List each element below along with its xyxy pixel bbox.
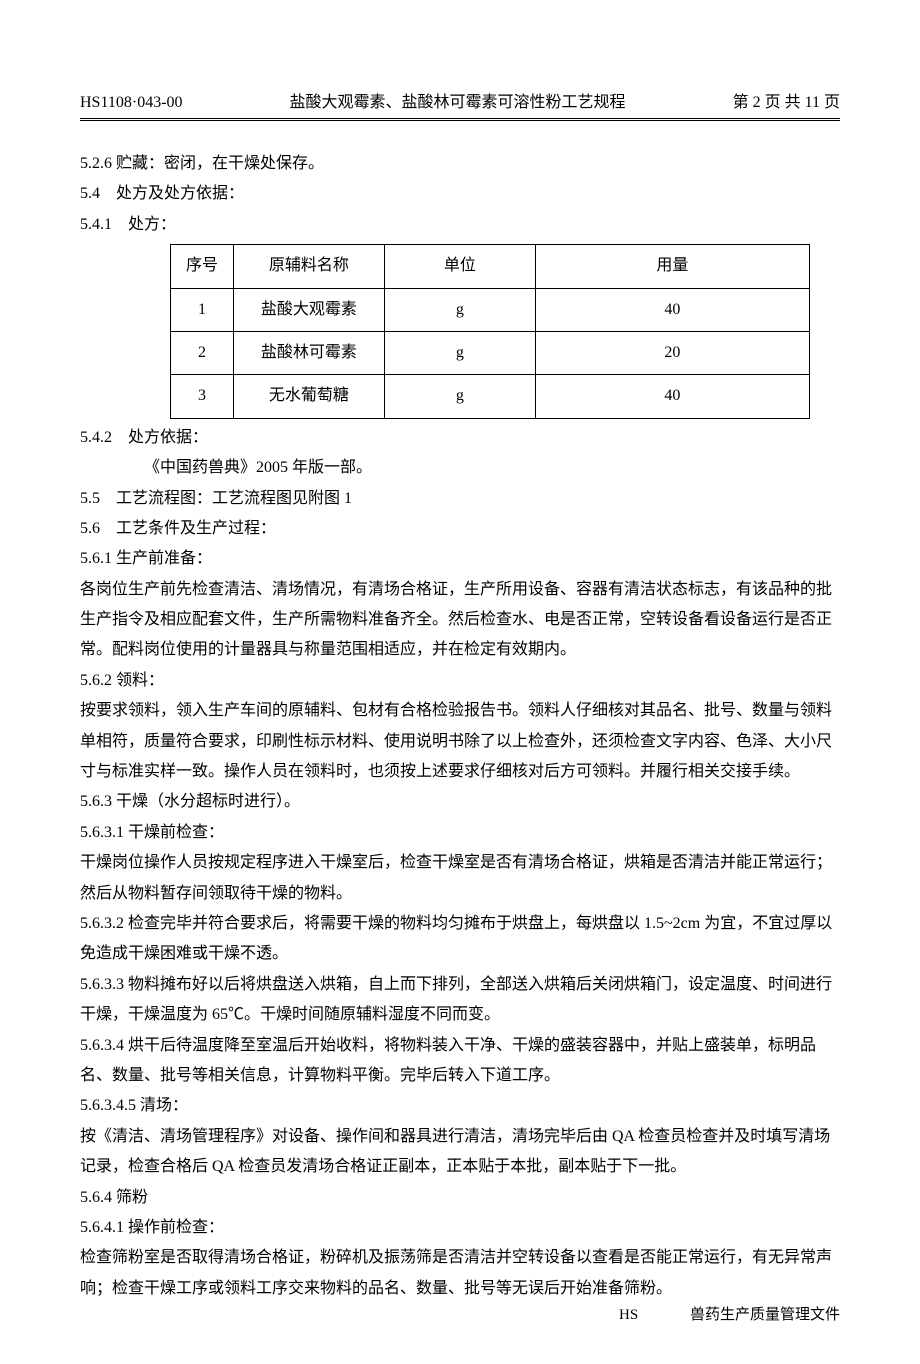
footer-code: HS <box>619 1307 638 1324</box>
col-material: 原辅料名称 <box>233 245 384 288</box>
section-5-4-2-body: 《中国药兽典》2005 年版一部。 <box>80 453 840 483</box>
cell-index: 2 <box>171 331 234 374</box>
section-5-2-6: 5.2.6 贮藏：密闭，在干燥处保存。 <box>80 149 840 179</box>
cell-material: 盐酸大观霉素 <box>233 288 384 331</box>
section-5-4-2: 5.4.2 处方依据： <box>80 423 840 453</box>
cell-index: 3 <box>171 375 234 418</box>
section-5-6-3-2: 5.6.3.2 检查完毕并符合要求后，将需要干燥的物料均匀摊布于烘盘上，每烘盘以… <box>80 909 840 970</box>
section-5-6-3-3: 5.6.3.3 物料摊布好以后将烘盘送入烘箱，自上而下排列，全部送入烘箱后关闭烘… <box>80 970 840 1031</box>
cell-unit: g <box>384 375 535 418</box>
section-5-6-3-1: 5.6.3.1 干燥前检查： <box>80 818 840 848</box>
cell-index: 1 <box>171 288 234 331</box>
section-5-6-2-body: 按要求领料，领入生产车间的原辅料、包材有合格检验报告书。领料人仔细核对其品名、批… <box>80 696 840 787</box>
table-header-row: 序号 原辅料名称 单位 用量 <box>171 245 810 288</box>
document-page: HS1108·043-00 盐酸大观霉素、盐酸林可霉素可溶性粉工艺规程 第 2 … <box>0 0 920 1364</box>
cell-material: 盐酸林可霉素 <box>233 331 384 374</box>
section-5-6-3-4-5: 5.6.3.4.5 清场： <box>80 1091 840 1121</box>
col-amount: 用量 <box>535 245 809 288</box>
col-index: 序号 <box>171 245 234 288</box>
section-5-4: 5.4 处方及处方依据： <box>80 179 840 209</box>
section-5-6-4-1-body: 检查筛粉室是否取得清场合格证，粉碎机及振荡筛是否清洁并空转设备以查看是否能正常运… <box>80 1243 840 1304</box>
footer-title: 兽药生产质量管理文件 <box>690 1303 840 1324</box>
col-unit: 单位 <box>384 245 535 288</box>
section-5-6-3-4-5-body: 按《清洁、清场管理程序》对设备、操作间和器具进行清洁，清场完毕后由 QA 检查员… <box>80 1122 840 1183</box>
section-5-6-3-4: 5.6.3.4 烘干后待温度降至室温后开始收料，将物料装入干净、干燥的盛装容器中… <box>80 1031 840 1092</box>
table-row: 3 无水葡萄糖 g 40 <box>171 375 810 418</box>
section-5-6-3: 5.6.3 干燥（水分超标时进行）。 <box>80 787 840 817</box>
cell-unit: g <box>384 331 535 374</box>
section-5-6-2: 5.6.2 领料： <box>80 666 840 696</box>
cell-material: 无水葡萄糖 <box>233 375 384 418</box>
section-5-6-4-1: 5.6.4.1 操作前检查： <box>80 1213 840 1243</box>
document-body: 5.2.6 贮藏：密闭，在干燥处保存。 5.4 处方及处方依据： 5.4.1 处… <box>80 149 840 1304</box>
formula-table: 序号 原辅料名称 单位 用量 1 盐酸大观霉素 g 40 2 <box>170 244 810 419</box>
section-5-4-1: 5.4.1 处方： <box>80 210 840 240</box>
doc-title: 盐酸大观霉素、盐酸林可霉素可溶性粉工艺规程 <box>183 88 733 112</box>
cell-amount: 40 <box>535 288 809 331</box>
cell-amount: 40 <box>535 375 809 418</box>
section-5-6-1: 5.6.1 生产前准备： <box>80 544 840 574</box>
formula-table-wrap: 序号 原辅料名称 单位 用量 1 盐酸大观霉素 g 40 2 <box>170 244 840 419</box>
page-header: HS1108·043-00 盐酸大观霉素、盐酸林可霉素可溶性粉工艺规程 第 2 … <box>80 88 840 121</box>
cell-unit: g <box>384 288 535 331</box>
section-5-6-4: 5.6.4 筛粉 <box>80 1183 840 1213</box>
section-5-5: 5.5 工艺流程图：工艺流程图见附图 1 <box>80 484 840 514</box>
section-5-6: 5.6 工艺条件及生产过程： <box>80 514 840 544</box>
page-footer: HS 兽药生产质量管理文件 <box>619 1303 840 1324</box>
cell-amount: 20 <box>535 331 809 374</box>
table-row: 2 盐酸林可霉素 g 20 <box>171 331 810 374</box>
page-number: 第 2 页 共 11 页 <box>733 88 840 112</box>
section-5-6-3-1-body: 干燥岗位操作人员按规定程序进入干燥室后，检查干燥室是否有清场合格证，烘箱是否清洁… <box>80 848 840 909</box>
section-5-6-1-body: 各岗位生产前先检查清洁、清场情况，有清场合格证，生产所用设备、容器有清洁状态标志… <box>80 575 840 666</box>
table-row: 1 盐酸大观霉素 g 40 <box>171 288 810 331</box>
doc-code: HS1108·043-00 <box>80 94 183 112</box>
